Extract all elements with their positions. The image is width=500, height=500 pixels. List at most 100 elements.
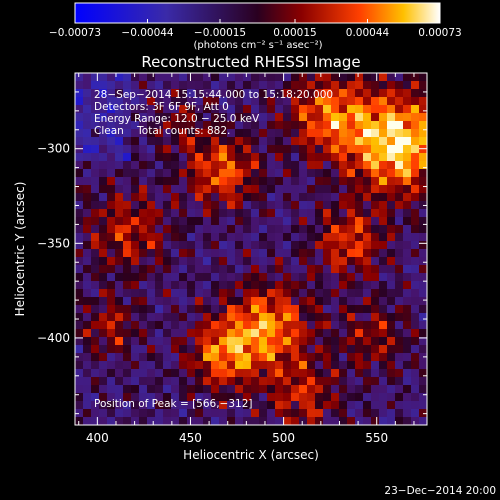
heatmap-cell: [259, 361, 268, 370]
heatmap-cell: [195, 145, 204, 154]
heatmap-cell: [299, 105, 308, 114]
heatmap-cell: [323, 393, 332, 402]
heatmap-cell: [115, 409, 124, 418]
heatmap-cell: [315, 329, 324, 338]
heatmap-cell: [291, 313, 300, 322]
heatmap-cell: [131, 153, 140, 162]
heatmap-cell: [355, 385, 364, 394]
heatmap-cell: [203, 241, 212, 250]
heatmap-cell: [379, 409, 388, 418]
heatmap-cell: [155, 393, 164, 402]
heatmap-cell: [163, 193, 172, 202]
heatmap-cell: [107, 337, 116, 346]
heatmap-cell: [299, 401, 308, 410]
heatmap-cell: [147, 417, 156, 425]
heatmap-cell: [275, 217, 284, 226]
heatmap-cell: [83, 129, 92, 138]
heatmap-cell: [267, 89, 276, 98]
heatmap-cell: [275, 105, 284, 114]
heatmap-cell: [203, 249, 212, 258]
heatmap-cell: [251, 185, 260, 194]
heatmap-cell: [235, 161, 244, 170]
heatmap-cell: [259, 409, 268, 418]
heatmap-cell: [355, 329, 364, 338]
heatmap-cell: [331, 201, 340, 210]
heatmap-cell: [403, 289, 412, 298]
heatmap-cell: [419, 81, 427, 90]
heatmap-cell: [283, 105, 292, 114]
heatmap-cell: [75, 97, 84, 106]
heatmap-cell: [339, 233, 348, 242]
heatmap-cell: [419, 105, 427, 114]
heatmap-cell: [411, 113, 420, 122]
heatmap-cell: [91, 193, 100, 202]
heatmap-cell: [275, 297, 284, 306]
heatmap-cell: [395, 297, 404, 306]
heatmap-cell: [107, 137, 116, 146]
heatmap-cell: [331, 377, 340, 386]
heatmap-cell: [323, 129, 332, 138]
heatmap-cell: [75, 73, 84, 82]
heatmap-cell: [187, 329, 196, 338]
heatmap-cell: [235, 353, 244, 362]
heatmap-cell: [227, 145, 236, 154]
heatmap-cell: [371, 297, 380, 306]
heatmap-cell: [307, 185, 316, 194]
heatmap-cell: [171, 385, 180, 394]
heatmap-cell: [283, 281, 292, 290]
heatmap-cell: [259, 137, 268, 146]
heatmap-cell: [83, 81, 92, 90]
heatmap-cell: [83, 233, 92, 242]
heatmap-cell: [83, 89, 92, 98]
heatmap-cell: [203, 89, 212, 98]
heatmap-cell: [123, 297, 132, 306]
heatmap-cell: [211, 153, 220, 162]
peak-position-label: Position of Peak = [566,−312]: [94, 398, 253, 410]
heatmap-cell: [291, 209, 300, 218]
heatmap-cell: [83, 273, 92, 282]
heatmap-cell: [379, 105, 388, 114]
heatmap-cell: [283, 345, 292, 354]
heatmap-cell: [299, 337, 308, 346]
heatmap-cell: [331, 297, 340, 306]
y-axis-label: Heliocentric Y (arcsec): [13, 182, 27, 317]
heatmap-cell: [219, 385, 228, 394]
heatmap-cell: [163, 281, 172, 290]
heatmap-cell: [419, 281, 427, 290]
heatmap-cell: [315, 225, 324, 234]
heatmap-cell: [99, 353, 108, 362]
heatmap-cell: [187, 121, 196, 130]
heatmap-cell: [203, 361, 212, 370]
heatmap-cell: [107, 289, 116, 298]
heatmap-cell: [275, 281, 284, 290]
heatmap-cell: [147, 337, 156, 346]
heatmap-cell: [139, 121, 148, 130]
heatmap-cell: [123, 385, 132, 394]
heatmap-cell: [411, 209, 420, 218]
heatmap-cell: [259, 385, 268, 394]
heatmap-cell: [235, 369, 244, 378]
heatmap-cell: [355, 265, 364, 274]
heatmap-cell: [155, 113, 164, 122]
heatmap-cell: [195, 385, 204, 394]
heatmap-cell: [251, 377, 260, 386]
heatmap-cell: [347, 417, 356, 425]
heatmap-cell: [251, 265, 260, 274]
heatmap-cell: [291, 337, 300, 346]
heatmap-cell: [163, 329, 172, 338]
heatmap-cell: [259, 417, 268, 425]
heatmap-cell: [387, 105, 396, 114]
heatmap-cell: [147, 385, 156, 394]
heatmap-cell: [163, 241, 172, 250]
heatmap-cell: [323, 297, 332, 306]
heatmap-cell: [371, 321, 380, 330]
heatmap-cell: [75, 273, 84, 282]
heatmap-cell: [115, 305, 124, 314]
heatmap-cell: [251, 169, 260, 178]
heatmap-cell: [355, 297, 364, 306]
heatmap-cell: [179, 401, 188, 410]
heatmap-cell: [147, 329, 156, 338]
heatmap-cell: [419, 161, 427, 170]
heatmap-cell: [339, 97, 348, 106]
heatmap-cell: [187, 249, 196, 258]
